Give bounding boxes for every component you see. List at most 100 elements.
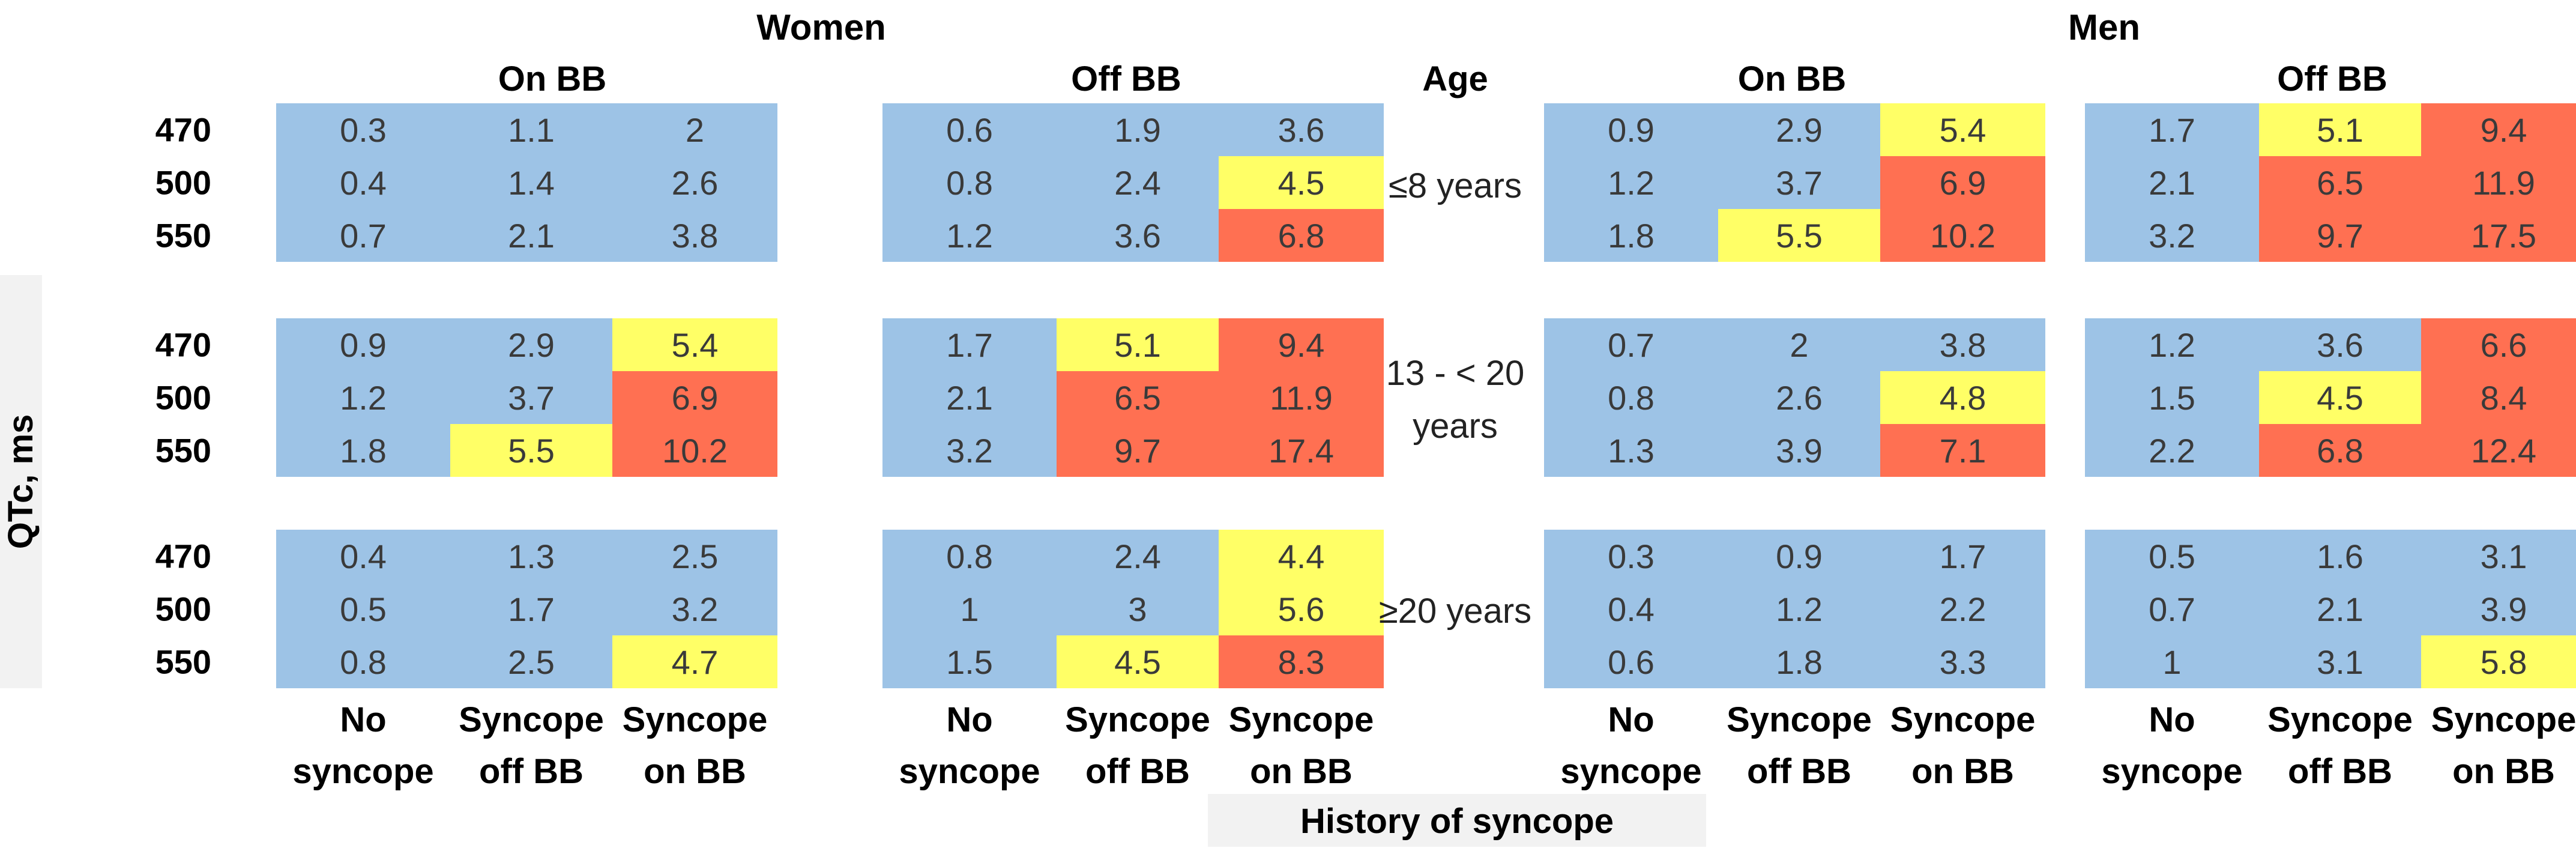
heatmap-cell: 5.8 (2421, 635, 2576, 688)
heatmap-cell: 0.8 (276, 635, 450, 688)
heatmap-cell: 2 (1718, 318, 1880, 371)
heatmap-cell: 1.9 (1057, 103, 1219, 156)
heatmap-cell: 1.1 (450, 103, 612, 156)
heatmap-cell: 5.1 (1057, 318, 1219, 371)
heatmap-cell: 2.6 (1718, 371, 1880, 424)
heatmap-cell: 2.1 (2085, 156, 2259, 209)
heatmap-cell: 1.2 (1718, 583, 1880, 635)
heatmap-cell: 2.9 (450, 318, 612, 371)
heatmap-cell: 2.2 (2085, 424, 2259, 477)
women-off-bb-header: Off BB (1071, 59, 1181, 98)
heatmap-cell: 0.4 (1544, 583, 1718, 635)
heatmap-cell: 4.7 (612, 635, 777, 688)
heatmap-cell: 1.8 (1544, 209, 1718, 262)
heatmap-cell: 1.4 (450, 156, 612, 209)
men-off-bb-header: Off BB (2277, 59, 2387, 98)
heatmap-cell: 6.9 (612, 371, 777, 424)
heatmap-cell: 2.5 (612, 530, 777, 583)
heatmap-cell: 1.7 (1880, 530, 2045, 583)
syncope-column-label: syncope (292, 752, 434, 791)
heatmap-cell: 2.4 (1057, 156, 1219, 209)
heatmap-cell: 5.6 (1219, 583, 1384, 635)
qtc-row-label: 470 (155, 326, 211, 364)
heatmap-cell: 8.3 (1219, 635, 1384, 688)
heatmap-cell: 1.6 (2259, 530, 2421, 583)
heatmap-cell: 1.7 (450, 583, 612, 635)
qtc-row-label: 550 (155, 216, 211, 255)
syncope-column-label: off BB (479, 752, 584, 791)
heatmap-cell: 0.8 (1544, 371, 1718, 424)
heatmap-cell: 1.5 (2085, 371, 2259, 424)
syncope-column-label: off BB (2288, 752, 2392, 791)
syncope-column-label: syncope (2101, 752, 2243, 791)
men-on-bb-header: On BB (1737, 59, 1847, 98)
qtc-axis-bar (0, 275, 42, 688)
heatmap-cell: 0.3 (1544, 530, 1718, 583)
syncope-column-label: Syncope (1228, 700, 1374, 739)
heatmap-cell: 0.3 (276, 103, 450, 156)
heatmap-cell: 4.4 (1219, 530, 1384, 583)
heatmap-cell: 0.7 (276, 209, 450, 262)
heatmap-cell: 3.3 (1880, 635, 2045, 688)
heatmap-cell: 9.4 (2421, 103, 2576, 156)
syncope-column-label: Syncope (1890, 700, 2036, 739)
syncope-column-label: Syncope (622, 700, 768, 739)
heatmap-cell: 3.8 (1880, 318, 2045, 371)
heatmap-cell: 0.8 (882, 530, 1057, 583)
qtc-row-label: 550 (155, 431, 211, 470)
heatmap-cell: 1.2 (2085, 318, 2259, 371)
syncope-column-label: No (946, 700, 993, 739)
heatmap-cell: 1.3 (450, 530, 612, 583)
heatmap-cell: 1.8 (276, 424, 450, 477)
heatmap-cell: 6.5 (1057, 371, 1219, 424)
heatmap-cell: 11.9 (2421, 156, 2576, 209)
syncope-column-label: Syncope (2431, 700, 2576, 739)
heatmap-cell: 0.7 (2085, 583, 2259, 635)
qtc-axis-label: QTc, ms (1, 414, 40, 550)
heatmap-cell: 6.5 (2259, 156, 2421, 209)
heatmap-cell: 12.4 (2421, 424, 2576, 477)
heatmap-cell: 3.7 (1718, 156, 1880, 209)
heatmap-cell: 0.7 (1544, 318, 1718, 371)
heatmap-cell: 17.5 (2421, 209, 2576, 262)
heatmap-cell: 2.2 (1880, 583, 2045, 635)
syncope-axis-bar (1208, 794, 1706, 847)
syncope-column-label: Syncope (1727, 700, 1872, 739)
heatmap-cell: 1.7 (2085, 103, 2259, 156)
syncope-column-label: on BB (1250, 752, 1353, 791)
heatmap-cell: 1.3 (1544, 424, 1718, 477)
heatmap-cell: 1.2 (276, 371, 450, 424)
heatmap-cell: 0.5 (2085, 530, 2259, 583)
heatmap-cell: 0.9 (1718, 530, 1880, 583)
heatmap-cell: 2.1 (2259, 583, 2421, 635)
heatmap-cell: 11.9 (1219, 371, 1384, 424)
heatmap-cell: 3.1 (2259, 635, 2421, 688)
heatmap-cell: 7.1 (1880, 424, 2045, 477)
qtc-row-label: 500 (155, 590, 211, 628)
heatmap-cell: 10.2 (612, 424, 777, 477)
syncope-column-label: on BB (2452, 752, 2555, 791)
heatmap-cell: 17.4 (1219, 424, 1384, 477)
heatmap-cell: 4.5 (1057, 635, 1219, 688)
heatmap-cell: 2.9 (1718, 103, 1880, 156)
heatmap-cell: 3.2 (2085, 209, 2259, 262)
age-group-label: ≥20 years (1378, 592, 1532, 631)
heatmap-cell: 0.8 (882, 156, 1057, 209)
heatmap-cell: 2.6 (612, 156, 777, 209)
heatmap-cell: 6.8 (2259, 424, 2421, 477)
heatmap-cell: 4.8 (1880, 371, 2045, 424)
heatmap-cell: 3.9 (1718, 424, 1880, 477)
heatmap-cell: 8.4 (2421, 371, 2576, 424)
heatmap-cell: 4.5 (2259, 371, 2421, 424)
heatmap-cell: 1.7 (882, 318, 1057, 371)
heatmap-cell: 3.1 (2421, 530, 2576, 583)
heatmap-cell: 6.8 (1219, 209, 1384, 262)
syncope-axis-label: History of syncope (1300, 802, 1614, 841)
heatmap-cell: 1.2 (882, 209, 1057, 262)
heatmap-cell: 6.9 (1880, 156, 2045, 209)
syncope-column-label: syncope (899, 752, 1040, 791)
syncope-column-label: off BB (1085, 752, 1190, 791)
heatmap-cell: 9.4 (1219, 318, 1384, 371)
heatmap-cell: 9.7 (1057, 424, 1219, 477)
